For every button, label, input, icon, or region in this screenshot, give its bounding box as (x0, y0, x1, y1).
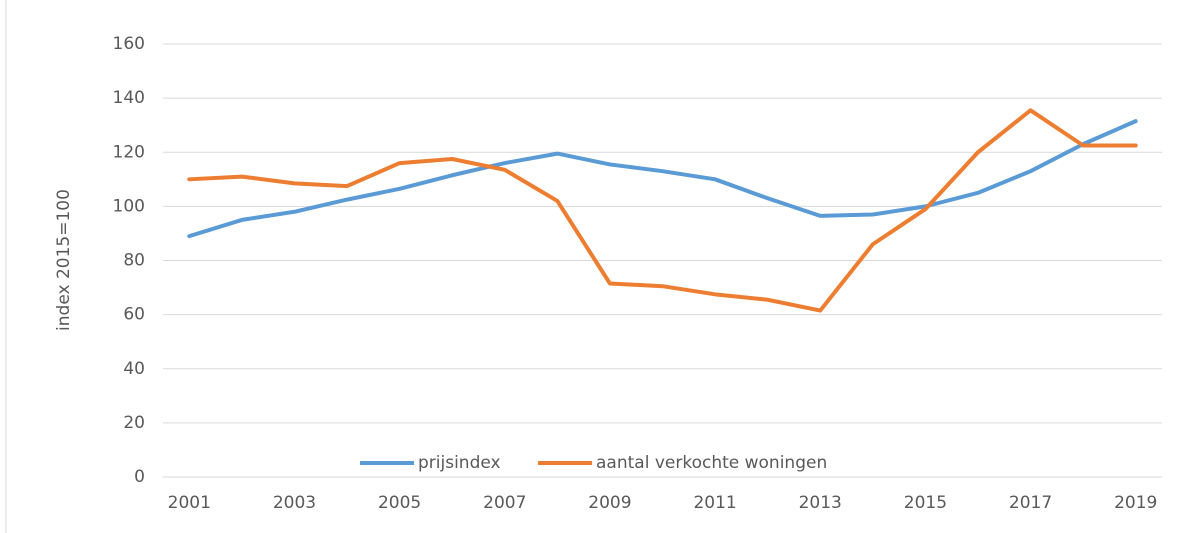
series-line (187, 108, 1138, 313)
y-tick-label: 100 (113, 196, 145, 216)
y-axis-label: index 2015=100 (54, 189, 74, 331)
x-tick-label: 2005 (378, 493, 421, 513)
y-tick-label: 80 (123, 251, 145, 271)
y-tick-label: 20 (123, 413, 145, 433)
y-tick-label: 60 (123, 305, 145, 325)
legend-label: aantal verkochte woningen (596, 453, 827, 473)
x-tick-label: 2015 (904, 493, 947, 513)
y-tick-label: 140 (113, 88, 145, 108)
x-tick-label: 2019 (1114, 493, 1157, 513)
y-tick-label: 0 (134, 467, 145, 487)
x-tick-label: 2001 (168, 493, 211, 513)
y-tick-label: 120 (113, 142, 145, 162)
x-tick-label: 2009 (588, 493, 631, 513)
x-tick-label: 2003 (273, 493, 316, 513)
x-tick-label: 2017 (1009, 493, 1052, 513)
x-tick-label: 2011 (693, 493, 736, 513)
x-tick-label: 2007 (483, 493, 526, 513)
legend-label: prijsindex (418, 453, 501, 473)
x-tick-label: 2013 (799, 493, 842, 513)
series-line (187, 119, 1138, 239)
y-tick-label: 160 (113, 34, 145, 54)
y-tick-label: 40 (123, 359, 145, 379)
